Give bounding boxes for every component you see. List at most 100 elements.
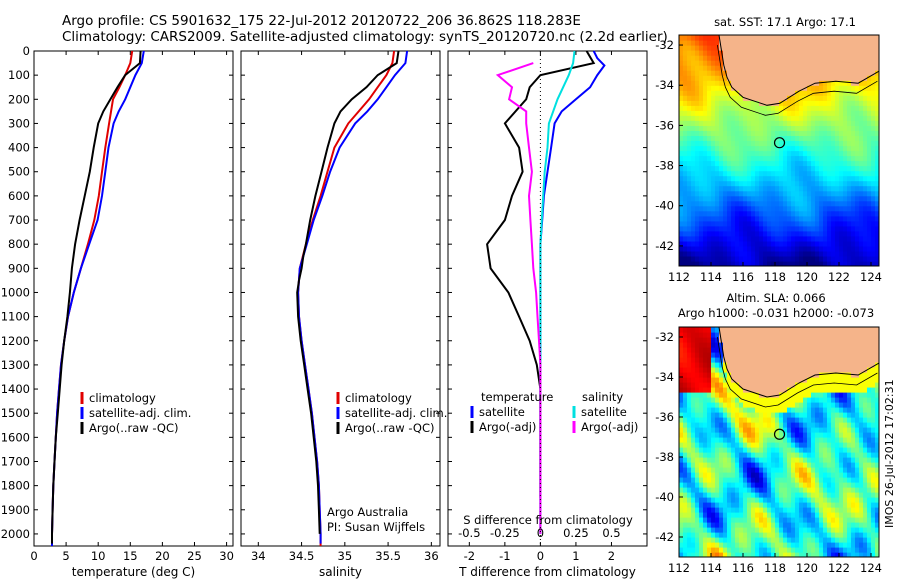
map-cell [815,367,820,373]
map-cell [695,462,700,468]
map-cell [715,140,720,147]
map-cell [763,472,768,478]
map-cell [703,442,708,448]
map-cell [727,447,732,453]
map-cell [707,240,712,247]
map-cell [711,452,716,458]
map-cell [759,180,764,187]
map-cell [807,110,812,116]
map-cell [699,250,704,257]
map-cell [787,155,792,162]
map-cell [723,215,728,222]
map-cell [795,382,800,388]
map-cell [699,372,704,378]
map-cell [871,427,876,433]
map-cell [683,547,688,553]
map-cell [707,502,712,508]
map-cell [807,180,812,187]
map-cell [695,70,700,76]
map-cell [731,452,736,458]
map-cell [715,40,720,46]
map-cell [739,407,744,413]
map-cell [751,115,756,121]
map-cell [731,547,736,553]
map-cell [711,397,716,403]
map-cell [779,120,784,126]
map-cell [687,372,692,378]
map-cell [775,256,780,262]
map-cell [783,357,788,363]
map-cell [695,512,700,518]
map-cell [807,160,812,167]
map-cell [791,482,796,488]
map-cell [835,547,840,553]
map-cell [695,427,700,433]
map-cell [711,225,716,232]
map-cell [863,50,868,56]
map-cell [803,497,808,503]
map-cell [815,352,820,358]
map-cell [795,55,800,61]
map-cell [751,402,756,408]
map-cell [707,392,712,398]
map-cell [771,70,776,76]
map-cell [743,502,748,508]
map-cell [871,190,876,197]
map-cell [799,492,804,498]
map-cell [691,55,696,61]
map-cell [839,240,844,247]
map-cell [783,195,788,202]
map-cell [731,492,736,498]
map-cell [767,482,772,488]
map-cell [731,522,736,528]
map-cell [823,175,828,182]
map-cell [771,75,776,81]
map-cell [699,145,704,152]
map-cell [731,412,736,418]
map-cell [683,467,688,473]
map-cell [795,357,800,363]
map-cell [751,135,756,141]
map-cell [851,507,856,513]
map-cell [787,130,792,136]
map-cell [835,477,840,483]
map-cell [747,457,752,463]
map-cell [739,552,744,557]
series-line-s-argo-adj- [495,62,542,534]
map-cell [819,90,824,96]
map-cell [835,412,840,418]
map-cell [791,347,796,353]
map-cell [767,447,772,453]
map-cell [859,80,864,86]
map-cell [835,235,840,242]
map-cell [723,552,728,557]
map-cell [775,155,780,162]
map-cell [823,332,828,338]
map-cell [707,100,712,106]
map-cell [683,135,688,141]
map-cell [803,352,808,358]
map-cell [843,90,848,96]
map-cell [751,195,756,202]
map-cell [727,135,732,141]
map-cell [735,205,740,212]
map-cell [767,220,772,227]
map-cell [699,140,704,147]
map-cell [863,235,868,242]
series-line-argo-raw-qc- [296,50,400,534]
map-cell [871,502,876,508]
map-cell [719,377,724,383]
map-cell [823,235,828,242]
map-cell [851,75,856,81]
map-cell [851,261,856,266]
map-cell [759,357,764,363]
map-cell [751,362,756,368]
map-cell [819,120,824,126]
map-cell [811,332,816,338]
map-cell [747,125,752,131]
map-cell [791,75,796,81]
map-cell [695,155,700,162]
map-cell [679,522,684,528]
map-cell [695,362,700,368]
